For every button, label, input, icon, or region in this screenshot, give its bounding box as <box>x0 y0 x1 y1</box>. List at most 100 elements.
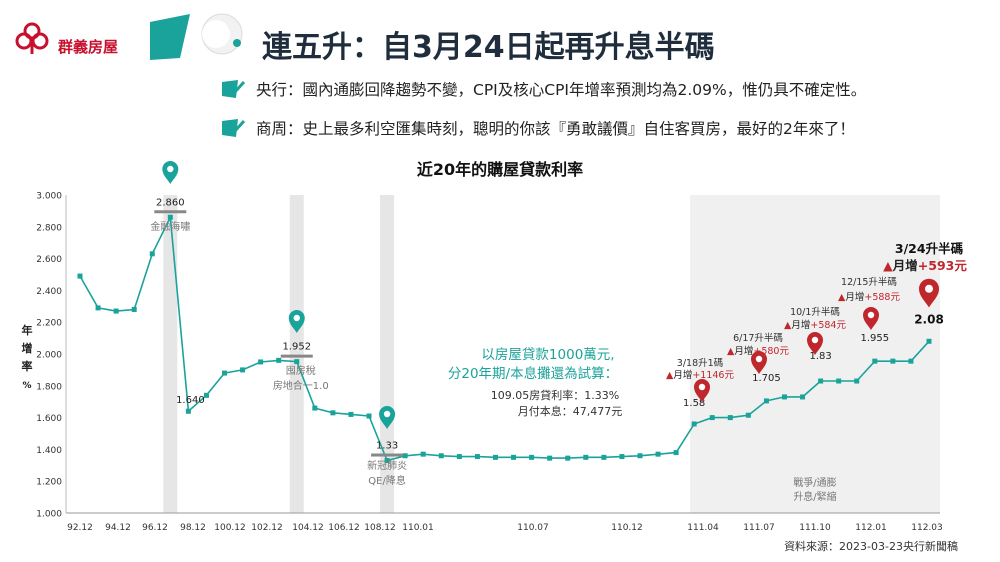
y-tick-label: 2.800 <box>36 223 62 233</box>
location-pin-icon <box>863 307 879 330</box>
data-point <box>95 305 101 311</box>
data-point <box>167 214 173 220</box>
location-pin-icon <box>288 310 305 333</box>
data-point <box>547 455 553 461</box>
data-point <box>185 408 191 414</box>
data-point <box>619 454 625 460</box>
rate-hike-title: 3/18升1碼 <box>677 358 723 369</box>
data-point <box>438 453 444 459</box>
title-bullet-dot <box>233 39 241 47</box>
data-point <box>763 398 769 404</box>
data-point <box>240 367 246 373</box>
rate-hike-delta: ▲月增+588元 <box>838 291 900 303</box>
location-pin-icon <box>694 379 710 402</box>
shaded-period-1 <box>289 195 304 513</box>
data-point <box>149 251 155 257</box>
checkmark-flag-icon <box>222 119 246 137</box>
chart-title: 近20年的購屋貸款利率 <box>416 160 584 179</box>
x-tick-label: 110.07 <box>517 523 549 533</box>
data-point <box>402 453 408 459</box>
checkmark-flag-icon <box>222 80 246 98</box>
data-point <box>637 453 643 459</box>
bullet-business-weekly-text: 商周：史上最多利空匯集時刻，聰明的你該『勇敢議價』自住客買房，最好的2年來了！ <box>256 120 855 138</box>
data-point <box>529 454 535 460</box>
value-label: 1.33 <box>376 441 398 452</box>
data-point <box>583 454 589 460</box>
data-point <box>890 358 896 364</box>
location-pin-icon <box>919 278 939 308</box>
x-tick-label: 111.10 <box>799 523 831 533</box>
data-point <box>727 415 733 421</box>
value-label: 1.952 <box>282 342 311 353</box>
data-point <box>818 378 824 384</box>
data-point <box>836 378 842 384</box>
data-point <box>203 392 209 398</box>
location-pin-icon <box>162 161 179 184</box>
rate-hike-title: 10/1升半碼 <box>790 306 840 318</box>
x-tick-label: 98.12 <box>180 523 206 533</box>
bullet-central-bank: 央行：國內通膨回降趨勢不變，CPI及核心CPI年增率預測均為2.09%，惟仍具不… <box>222 78 866 100</box>
y-axis-label-char: 率 <box>22 359 33 373</box>
data-point <box>330 410 336 416</box>
rate-hike-delta: ▲月增+593元 <box>883 258 967 273</box>
brand-logo: 群義房屋 <box>0 14 170 64</box>
event-label: QE/降息 <box>368 474 406 487</box>
location-pin-icon <box>751 351 767 374</box>
rate-hike-delta: ▲月增+584元 <box>784 319 846 331</box>
y-tick-label: 1.000 <box>36 510 62 520</box>
y-tick-label: 2.000 <box>36 351 62 361</box>
data-source: 資料來源：2023-03-23央行新聞稿 <box>784 540 958 553</box>
flower-logo-icon <box>15 22 49 54</box>
calc-line-2: 分20年期/本息攤還為試算： <box>448 365 618 382</box>
rate-hike-delta: ▲月增+580元 <box>727 345 789 357</box>
event-label: 囤房稅 <box>286 364 316 377</box>
y-axis-label-char: % <box>22 381 31 391</box>
data-point <box>492 454 498 460</box>
rate-hike-title: 3/24升半碼 <box>895 241 964 256</box>
data-point <box>800 394 806 400</box>
data-point <box>908 358 914 364</box>
x-tick-label: 94.12 <box>105 523 131 533</box>
bullet-central-bank-text: 央行：國內通膨回降趨勢不變，CPI及核心CPI年增率預測均為2.09%，惟仍具不… <box>256 81 867 99</box>
x-tick-label: 102.12 <box>251 523 283 533</box>
value-label-underline <box>154 210 187 214</box>
y-tick-label: 2.200 <box>36 319 62 329</box>
data-point <box>113 308 119 314</box>
data-point <box>276 357 282 363</box>
rate-hike-title: 6/17升半碼 <box>733 332 783 344</box>
data-point <box>420 451 426 457</box>
data-point <box>565 455 571 461</box>
event-label: 戰爭/通膨 <box>793 476 836 489</box>
value-label-underline <box>280 354 313 358</box>
logo-text: 群義房屋 <box>58 38 119 56</box>
y-tick-label: 2.400 <box>36 287 62 297</box>
data-point <box>348 411 354 417</box>
y-tick-label: 3.000 <box>36 192 62 202</box>
value-label: 1.640 <box>176 395 205 406</box>
calc-line-3: 109.05房貸利率：1.33% <box>491 388 619 402</box>
x-tick-label: 112.01 <box>855 523 887 533</box>
y-tick-label: 1.800 <box>36 382 62 392</box>
banner-decoration <box>150 13 243 60</box>
data-point <box>872 358 878 364</box>
data-point <box>222 370 228 376</box>
value-label: 2.08 <box>914 312 944 326</box>
calc-line-1: 以房屋貸款1000萬元, <box>481 347 614 363</box>
y-tick-label: 1.400 <box>36 446 62 456</box>
x-tick-label: 106.12 <box>328 523 360 533</box>
data-point <box>258 359 264 365</box>
x-tick-label: 110.12 <box>611 523 643 533</box>
data-point <box>511 454 517 460</box>
data-point <box>926 338 932 344</box>
rate-hike-delta: ▲月增+1146元 <box>666 369 734 381</box>
value-label: 2.860 <box>156 197 185 208</box>
y-tick-label: 2.600 <box>36 255 62 265</box>
x-tick-label: 111.04 <box>687 523 719 533</box>
data-point <box>77 273 83 279</box>
location-pin-icon <box>807 332 823 355</box>
value-label: 1.83 <box>809 351 831 362</box>
event-label: 新冠肺炎 <box>367 459 407 472</box>
data-point <box>474 454 480 460</box>
x-tick-label: 104.12 <box>292 523 324 533</box>
